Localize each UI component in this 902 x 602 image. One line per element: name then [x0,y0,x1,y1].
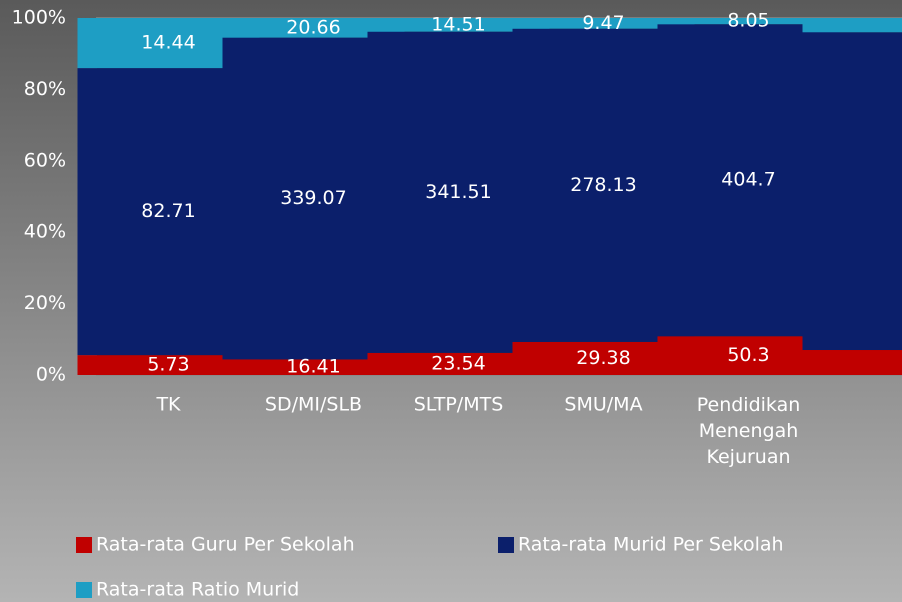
x-tick-label: SLTP/MTS [414,394,504,416]
legend-label: Rata-rata Ratio Murid [96,579,299,601]
data-label: 339.07 [280,187,346,209]
x-tick-label: Pendidikan Menengah Kejuruan [697,394,801,468]
y-tick-label: 80% [24,78,66,100]
bar-segment [367,18,550,32]
data-label: 29.38 [576,347,630,369]
bar-segment [222,359,405,375]
bar-segment [802,32,902,351]
legend-swatch [76,582,92,598]
bar-segment [512,18,695,29]
legend-swatch [498,537,514,553]
data-label: 278.13 [570,174,636,196]
y-tick-label: 100% [12,7,66,29]
y-tick-label: 60% [24,149,66,171]
x-tick-label: SMU/MA [564,394,642,416]
bar-segment [222,18,405,38]
x-tick-label: SD/MI/SLB [265,394,362,416]
y-tick-label: 20% [24,292,66,314]
legend-label: Rata-rata Murid Per Sekolah [518,534,784,556]
legend-label: Rata-rata Guru Per Sekolah [96,534,355,556]
data-label: 14.51 [431,13,485,35]
y-tick-label: 40% [24,221,66,243]
data-label: 50.3 [727,344,769,366]
y-tick-label: 0% [36,364,66,386]
bar-segment [367,352,550,375]
data-label: 14.44 [141,32,195,54]
data-label: 341.51 [425,181,491,203]
data-label: 5.73 [147,354,189,376]
data-label: 20.66 [286,16,340,38]
data-label: 8.05 [727,10,769,32]
x-tick-label: TK [155,394,181,416]
bar-segment [657,18,840,25]
data-label: 16.41 [286,356,340,378]
bar-segment [802,18,902,33]
bar-segment [77,355,260,375]
data-label: 23.54 [431,352,485,374]
data-label: 82.71 [141,200,195,222]
legend-swatch [76,537,92,553]
bar-segment [802,350,902,375]
data-label: 404.7 [721,169,775,191]
data-label: 9.47 [582,12,624,34]
